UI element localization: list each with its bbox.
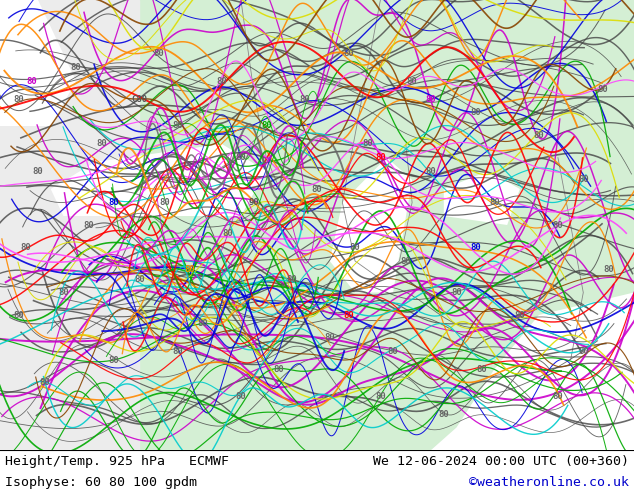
Polygon shape	[190, 54, 456, 450]
Text: 80: 80	[470, 108, 481, 117]
Text: 80: 80	[451, 288, 462, 297]
Text: 80: 80	[217, 76, 227, 85]
Text: 80: 80	[33, 167, 43, 175]
Text: 80: 80	[515, 311, 525, 319]
Text: 80: 80	[261, 122, 271, 130]
Polygon shape	[444, 171, 520, 225]
Text: 80: 80	[299, 95, 309, 103]
Text: 80: 80	[477, 365, 487, 373]
Text: 80: 80	[84, 220, 94, 229]
Text: 80: 80	[27, 76, 37, 85]
Text: 80: 80	[185, 266, 195, 274]
Text: 80: 80	[344, 311, 354, 319]
Text: 80: 80	[407, 76, 417, 85]
Text: 80: 80	[236, 392, 246, 400]
Text: 80: 80	[14, 95, 24, 103]
Text: 80: 80	[160, 198, 170, 207]
Text: 80: 80	[58, 288, 68, 297]
Text: 80: 80	[604, 266, 614, 274]
Bar	[0, 0, 139, 450]
Text: 80: 80	[325, 333, 335, 342]
Text: 80: 80	[172, 122, 183, 130]
Text: 80: 80	[39, 378, 49, 387]
Bar	[139, 0, 634, 450]
Text: 90: 90	[249, 198, 259, 207]
Text: 80: 80	[388, 346, 398, 356]
Text: C80: C80	[131, 95, 148, 103]
Text: 80: 80	[375, 153, 385, 162]
Text: 80: 80	[20, 243, 30, 252]
Text: 80: 80	[236, 153, 246, 162]
Text: 80: 80	[198, 319, 208, 328]
Text: 80: 80	[153, 49, 164, 58]
Text: 80: 80	[363, 140, 373, 148]
Text: 80: 80	[489, 198, 500, 207]
Text: 80: 80	[172, 346, 183, 356]
Polygon shape	[330, 157, 412, 293]
Text: We 12-06-2024 00:00 UTC (00+360): We 12-06-2024 00:00 UTC (00+360)	[373, 455, 629, 467]
Text: 80: 80	[553, 220, 563, 229]
Text: Height/Temp. 925 hPa   ECMWF: Height/Temp. 925 hPa ECMWF	[5, 455, 229, 467]
Text: 80: 80	[109, 356, 119, 365]
Text: 80: 80	[109, 198, 119, 207]
Text: 80: 80	[71, 63, 81, 72]
Text: 80: 80	[553, 392, 563, 400]
Text: 80: 80	[134, 274, 145, 284]
Text: 80: 80	[578, 175, 588, 185]
Text: 80: 80	[426, 95, 436, 103]
Text: 80: 80	[274, 365, 284, 373]
Polygon shape	[520, 135, 634, 360]
Text: 80: 80	[312, 185, 322, 194]
Text: 80: 80	[344, 49, 354, 58]
Text: 80: 80	[597, 85, 607, 95]
Polygon shape	[51, 144, 266, 216]
Text: 80: 80	[401, 256, 411, 266]
Text: 80: 80	[14, 311, 24, 319]
Text: 80: 80	[223, 229, 233, 239]
Polygon shape	[0, 0, 76, 126]
Text: 80: 80	[578, 346, 588, 356]
Text: ©weatheronline.co.uk: ©weatheronline.co.uk	[469, 475, 629, 489]
Text: 80: 80	[350, 243, 360, 252]
Polygon shape	[380, 90, 539, 270]
Text: 80: 80	[287, 274, 297, 284]
Text: 80: 80	[375, 392, 385, 400]
Text: 80: 80	[534, 130, 544, 140]
Text: 80: 80	[470, 243, 481, 252]
Polygon shape	[431, 293, 634, 450]
Text: 80: 80	[439, 410, 449, 418]
Text: 80: 80	[426, 167, 436, 175]
Text: Isophyse: 60 80 100 gpdm: Isophyse: 60 80 100 gpdm	[5, 475, 197, 489]
Text: 80: 80	[96, 140, 107, 148]
